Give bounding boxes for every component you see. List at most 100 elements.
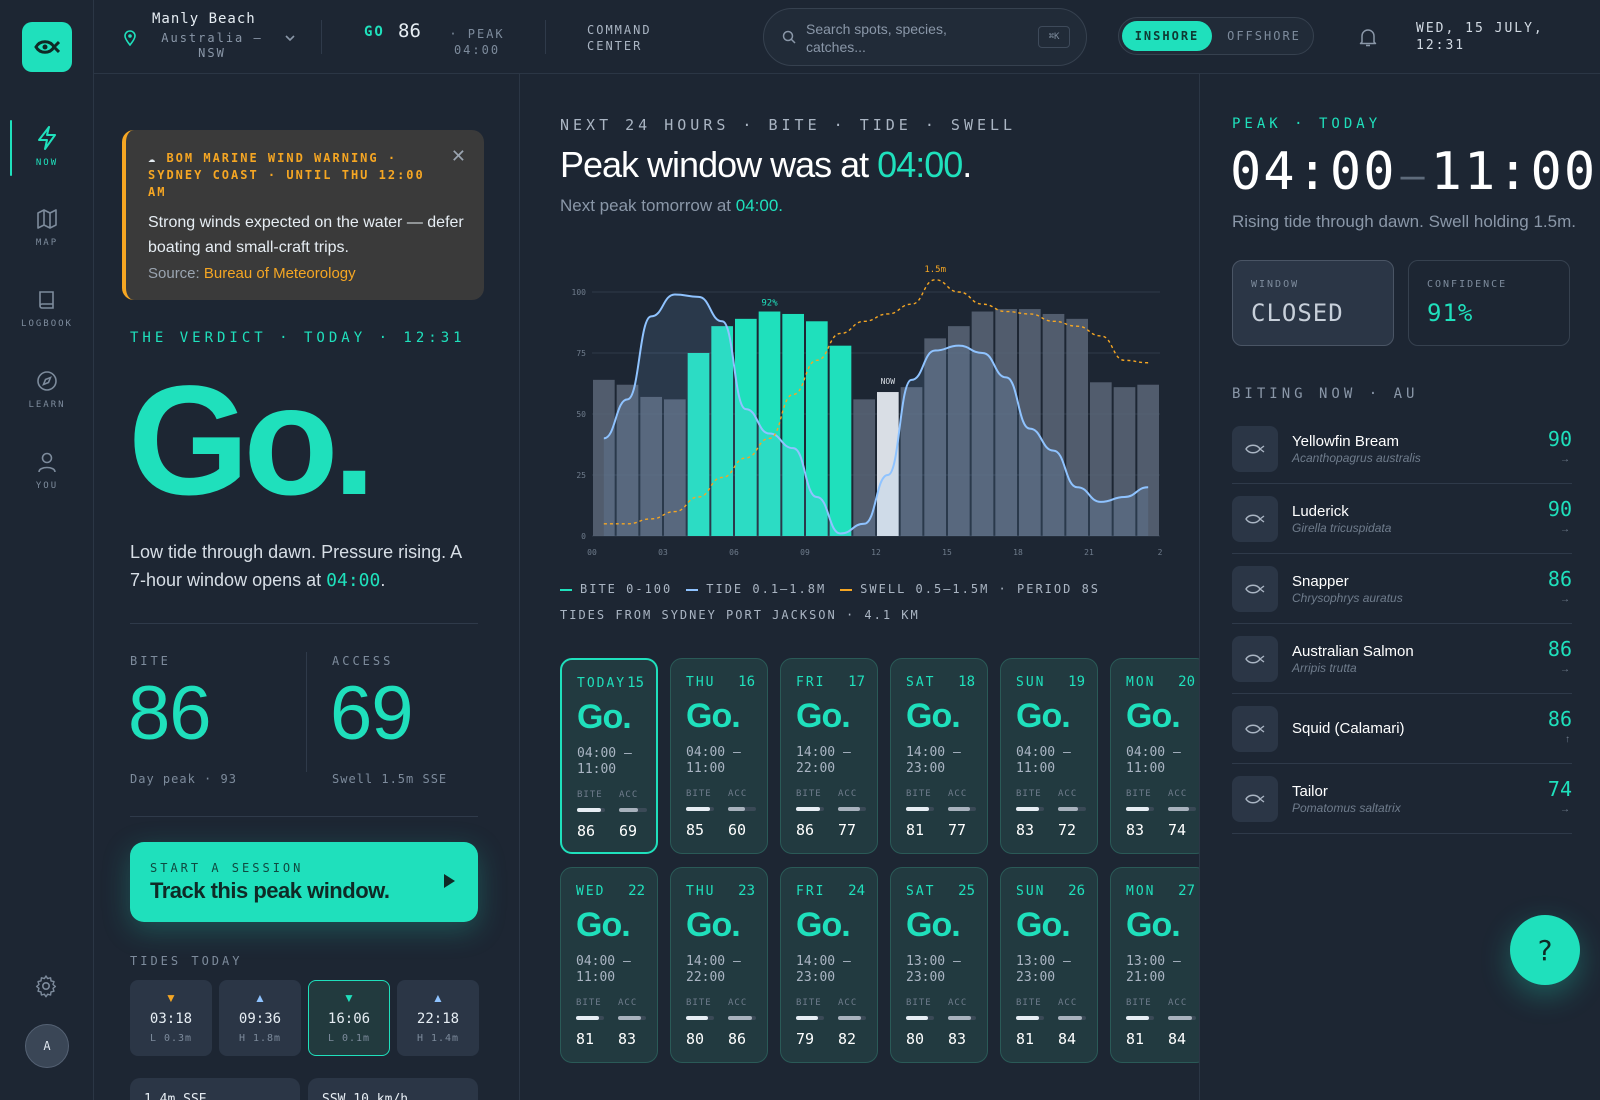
day-bite-value: 85 (686, 821, 705, 839)
location-name[interactable]: Manly Beach (152, 11, 256, 27)
species-row[interactable]: Tailor Pomatomus saltatrix 74 → (1232, 764, 1572, 834)
divider (321, 20, 322, 54)
day-bite-value: 83 (1016, 821, 1035, 839)
day-bite-value: 86 (796, 821, 815, 839)
bell-icon[interactable] (1358, 27, 1378, 52)
tide-card[interactable]: ▼ 16:06 L 0.1m (308, 980, 390, 1056)
day-card[interactable]: MON 27 Go. 13:00 – 21:00 BITE ACC 81 84 (1110, 867, 1199, 1063)
day-card[interactable]: SUN 19 Go. 04:00 – 11:00 BITE ACC 83 72 (1000, 658, 1098, 854)
species-row[interactable]: Yellowfin Bream Acanthopagrus australis 90… (1232, 414, 1572, 484)
day-verdict: Go. (1016, 697, 1071, 735)
bite-bar (686, 1016, 714, 1020)
legend-tide: TIDE 0.1–1.8M (686, 582, 826, 596)
day-card[interactable]: MON 20 Go. 04:00 – 11:00 BITE ACC 83 74 (1110, 658, 1199, 854)
day-card[interactable]: THU 16 Go. 04:00 – 11:00 BITE ACC 85 60 (670, 658, 768, 854)
bite-bar (900, 387, 923, 536)
sidebar-item-label: LEARN (28, 400, 66, 410)
day-date: 24 (848, 883, 865, 899)
acc-label: ACC (948, 789, 968, 799)
chevron-down-icon[interactable] (284, 30, 296, 48)
day-acc-value: 84 (1058, 1030, 1077, 1048)
fish-icon (1232, 636, 1278, 682)
day-card[interactable]: FRI 17 Go. 14:00 – 22:00 BITE ACC 86 77 (780, 658, 878, 854)
swell-chip: 1.4m SSE (130, 1078, 300, 1100)
day-bite-value: 81 (576, 1030, 595, 1048)
close-icon[interactable]: ✕ (450, 146, 466, 166)
verdict-description: Low tide through dawn. Pressure rising. … (130, 542, 462, 591)
access-sub: Swell 1.5m SSE (332, 772, 448, 786)
day-bite-value: 81 (1016, 1030, 1035, 1048)
day-verdict: Go. (1126, 906, 1181, 944)
day-card[interactable]: SAT 25 Go. 13:00 – 23:00 BITE ACC 80 83 (890, 867, 988, 1063)
x-tick-label: 06 (729, 548, 739, 557)
day-card[interactable]: SUN 26 Go. 13:00 – 23:00 BITE ACC 81 84 (1000, 867, 1098, 1063)
day-window: 04:00 – 11:00 (686, 745, 741, 776)
sidebar-item-learn[interactable]: LEARN (0, 355, 94, 425)
day-bite-value: 81 (906, 821, 925, 839)
x-tick-label: 18 (1013, 548, 1023, 557)
species-row[interactable]: Snapper Chrysophrys auratus 86 → (1232, 554, 1572, 624)
day-card[interactable]: WED 22 Go. 04:00 – 11:00 BITE ACC 81 83 (560, 867, 658, 1063)
mode-inshore-button[interactable]: INSHORE (1122, 21, 1212, 51)
day-window: 14:00 – 22:00 (796, 745, 851, 776)
day-window: 14:00 – 23:00 (906, 745, 961, 776)
x-tick-label: 03 (658, 548, 668, 557)
day-date: 27 (1178, 883, 1195, 899)
start-session-button[interactable]: START A SESSION Track this peak window. (130, 842, 478, 922)
species-row[interactable]: Australian Salmon Arripis trutta 86 → (1232, 624, 1572, 694)
source-link[interactable]: Bureau of Meteorology (203, 265, 356, 282)
bite-bar (1066, 318, 1088, 536)
sidebar-item-you[interactable]: YOU (0, 436, 94, 506)
species-row[interactable]: Squid (Calamari) 86 ↑ (1232, 694, 1572, 764)
x-tick-label: 00 (587, 548, 597, 557)
bite-bar (576, 1016, 604, 1020)
day-verdict: Go. (796, 906, 851, 944)
wind-chip: SSW 10 km/h (308, 1078, 478, 1100)
bolt-icon (38, 126, 56, 150)
fish-icon (1232, 496, 1278, 542)
bite-label: BITE (686, 998, 712, 1008)
acc-bar (838, 807, 866, 811)
day-card[interactable]: FRI 24 Go. 14:00 – 23:00 BITE ACC 79 82 (780, 867, 878, 1063)
x-tick-label: 09 (800, 548, 810, 557)
trend-arrow-icon: → (1560, 664, 1570, 675)
search-input[interactable]: Search spots, species, catches... (806, 21, 947, 55)
day-card[interactable]: SAT 18 Go. 14:00 – 23:00 BITE ACC 81 77 (890, 658, 988, 854)
day-name: FRI (796, 675, 826, 690)
fish-logo-icon[interactable] (22, 22, 72, 72)
x-tick-label: 21 (1084, 548, 1094, 557)
tide-card[interactable]: ▲ 09:36 H 1.8m (219, 980, 301, 1056)
forecast-panel: NEXT 24 HOURS · BITE · TIDE · SWELL Peak… (520, 74, 1200, 1100)
species-scientific-name: Girella tricuspidata (1292, 521, 1392, 535)
avatar[interactable]: A (25, 1024, 69, 1068)
tide-card[interactable]: ▼ 03:18 L 0.3m (130, 980, 212, 1056)
search-bar[interactable]: Search spots, species, catches... ⌘K (763, 8, 1087, 66)
day-card[interactable]: TODAY 15 Go. 04:00 – 11:00 BITE ACC 86 69 (560, 658, 658, 854)
cta-title: Track this peak window. (150, 878, 390, 903)
gear-icon[interactable] (34, 974, 58, 1003)
mode-offshore-button[interactable]: OFFSHORE (1227, 29, 1301, 43)
forecast-chart[interactable]: 0 25 50 75 100 00 03 06 09 12 15 18 21 2 92% NOW 1.5m (550, 254, 1170, 574)
x-tick-label: 12 (871, 548, 881, 557)
bite-bar (829, 345, 852, 536)
chart-legend: BITE 0-100 TIDE 0.1–1.8M SWELL 0.5–1.5M … (560, 582, 1100, 596)
tide-card[interactable]: ▲ 22:18 H 1.4m (397, 980, 479, 1056)
sidebar-item-label: YOU (35, 481, 59, 491)
bite-bar (664, 399, 686, 536)
species-row[interactable]: Luderick Girella tricuspidata 90 → (1232, 484, 1572, 554)
day-window: 13:00 – 21:00 (1126, 954, 1181, 985)
day-name: SAT (906, 675, 936, 690)
day-verdict: Go. (686, 697, 741, 735)
fish-icon (1232, 426, 1278, 472)
sidebar-item-map[interactable]: MAP (0, 193, 94, 263)
help-button[interactable]: ? (1510, 915, 1580, 985)
peak-panel: PEAK · TODAY 04:00 –11:00 Rising tide thr… (1200, 74, 1600, 1100)
day-card[interactable]: THU 23 Go. 14:00 – 22:00 BITE ACC 80 86 (670, 867, 768, 1063)
location-pin-icon (124, 30, 136, 51)
sidebar-item-logbook[interactable]: LOGBOOK (0, 274, 94, 344)
fish-icon (1232, 776, 1278, 822)
day-acc-value: 77 (948, 821, 967, 839)
peak-description: Rising tide through dawn. Swell holding … (1232, 212, 1576, 231)
sidebar-item-now[interactable]: NOW (0, 112, 94, 182)
mode-toggle[interactable]: INSHORE OFFSHORE (1118, 17, 1314, 55)
